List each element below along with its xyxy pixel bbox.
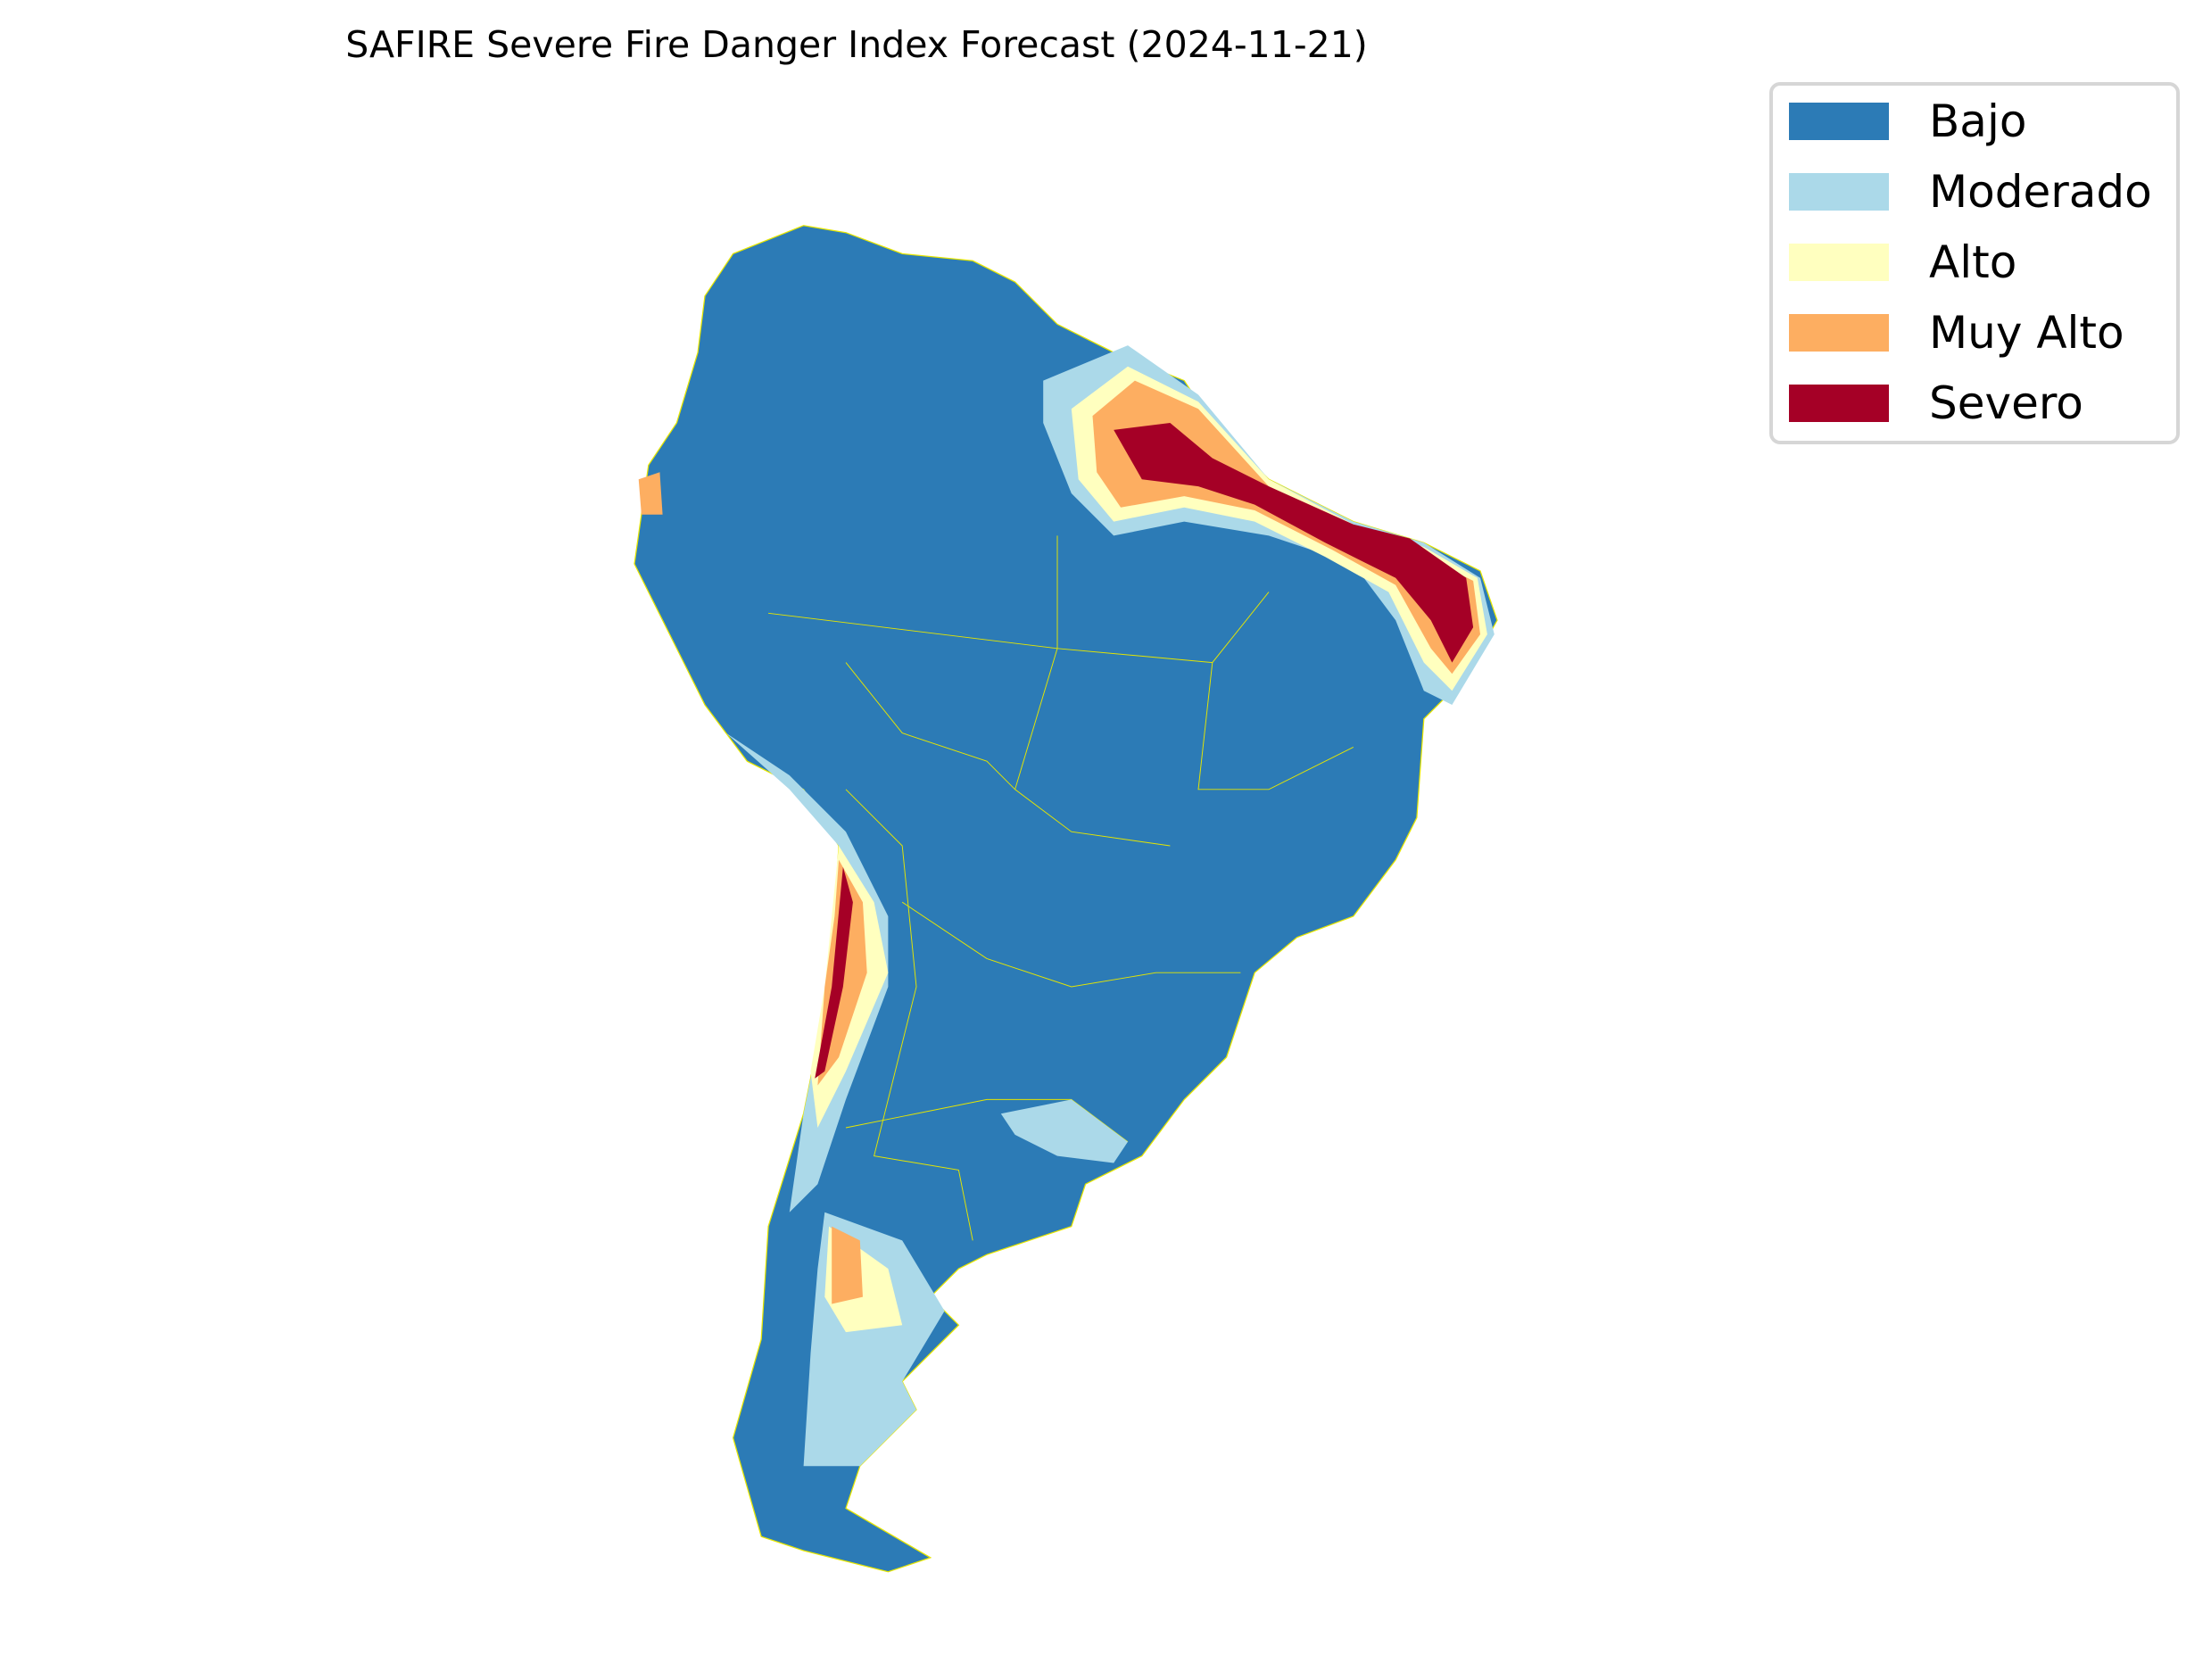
legend-swatch-alto bbox=[1789, 244, 1889, 281]
legend-label: Bajo bbox=[1929, 95, 2027, 147]
legend-item-bajo: Bajo bbox=[1789, 95, 2027, 147]
zone-severo-andes bbox=[815, 866, 853, 1079]
legend-item-muy-alto: Muy Alto bbox=[1789, 307, 2124, 359]
legend-label: Muy Alto bbox=[1929, 307, 2124, 359]
legend-swatch-moderado bbox=[1789, 173, 1889, 211]
zone-severo-ne bbox=[1114, 422, 1474, 663]
legend-item-moderado: Moderado bbox=[1789, 166, 2152, 218]
zone-muy-alto-patagonia bbox=[832, 1226, 863, 1304]
legend-item-alto: Alto bbox=[1789, 236, 2017, 288]
legend: Bajo Moderado Alto Muy Alto Severo bbox=[1769, 82, 2180, 444]
legend-label: Alto bbox=[1929, 236, 2017, 288]
legend-swatch-bajo bbox=[1789, 103, 1889, 140]
legend-swatch-muy-alto bbox=[1789, 314, 1889, 352]
zone-moderado-andes bbox=[725, 732, 889, 1212]
legend-swatch-severo bbox=[1789, 385, 1889, 422]
zone-moderado-uruguay bbox=[1000, 1099, 1128, 1163]
chart-title: SAFIRE Severe Fire Danger Index Forecast… bbox=[345, 23, 1368, 66]
legend-label: Severo bbox=[1929, 377, 2083, 429]
zone-alto-ecuador bbox=[638, 472, 663, 515]
legend-item-severo: Severo bbox=[1789, 377, 2083, 429]
legend-label: Moderado bbox=[1929, 166, 2152, 218]
